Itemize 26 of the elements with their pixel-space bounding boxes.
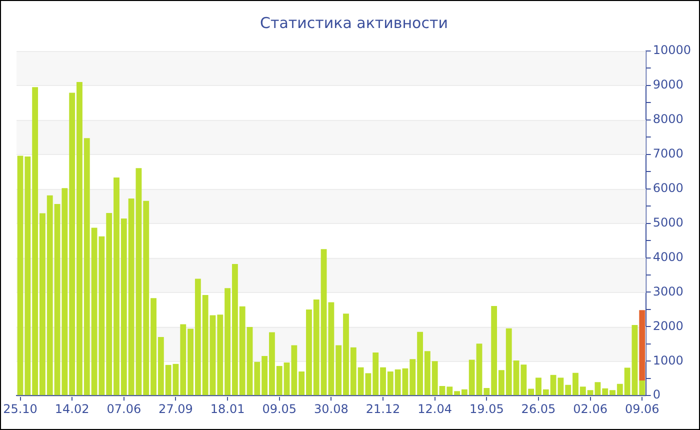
x-tick-label: 12.04 [418, 402, 452, 416]
y-tick-label: 7000 [652, 146, 684, 161]
y-tick-label: 6000 [652, 180, 684, 195]
x-tick-label: 18.01 [210, 402, 245, 416]
y-tick-label: 4000 [652, 250, 684, 264]
x-tick-label: 21.12 [366, 402, 400, 416]
x-tick-label: 30.08 [314, 402, 348, 416]
chart-title: Статистика активности [260, 14, 448, 32]
y-tick-label: 5000 [652, 215, 684, 230]
bar [639, 310, 646, 380]
x-tick-label: 02.06 [573, 402, 608, 416]
y-tick-label: 1000 [652, 353, 684, 368]
x-tick-label: 14.02 [54, 402, 90, 416]
y-tick-label: 3000 [652, 284, 684, 298]
y-tick-label: 0 [652, 388, 660, 402]
y-tick-label: 10000 [652, 43, 692, 58]
x-tick-label: 19.05 [469, 402, 504, 416]
x-tick-label: 27.09 [158, 402, 193, 416]
x-tick-label: 09.06 [624, 402, 660, 416]
y-tick-label: 2000 [652, 318, 684, 333]
y-tick-label: 9000 [652, 78, 684, 92]
x-tick-label: 07.06 [106, 402, 142, 416]
x-tick-label: 09.05 [262, 402, 297, 416]
x-tick-label: 25.10 [3, 402, 38, 416]
x-tick-label: 26.05 [521, 402, 556, 416]
y-tick-label: 8000 [652, 112, 684, 126]
